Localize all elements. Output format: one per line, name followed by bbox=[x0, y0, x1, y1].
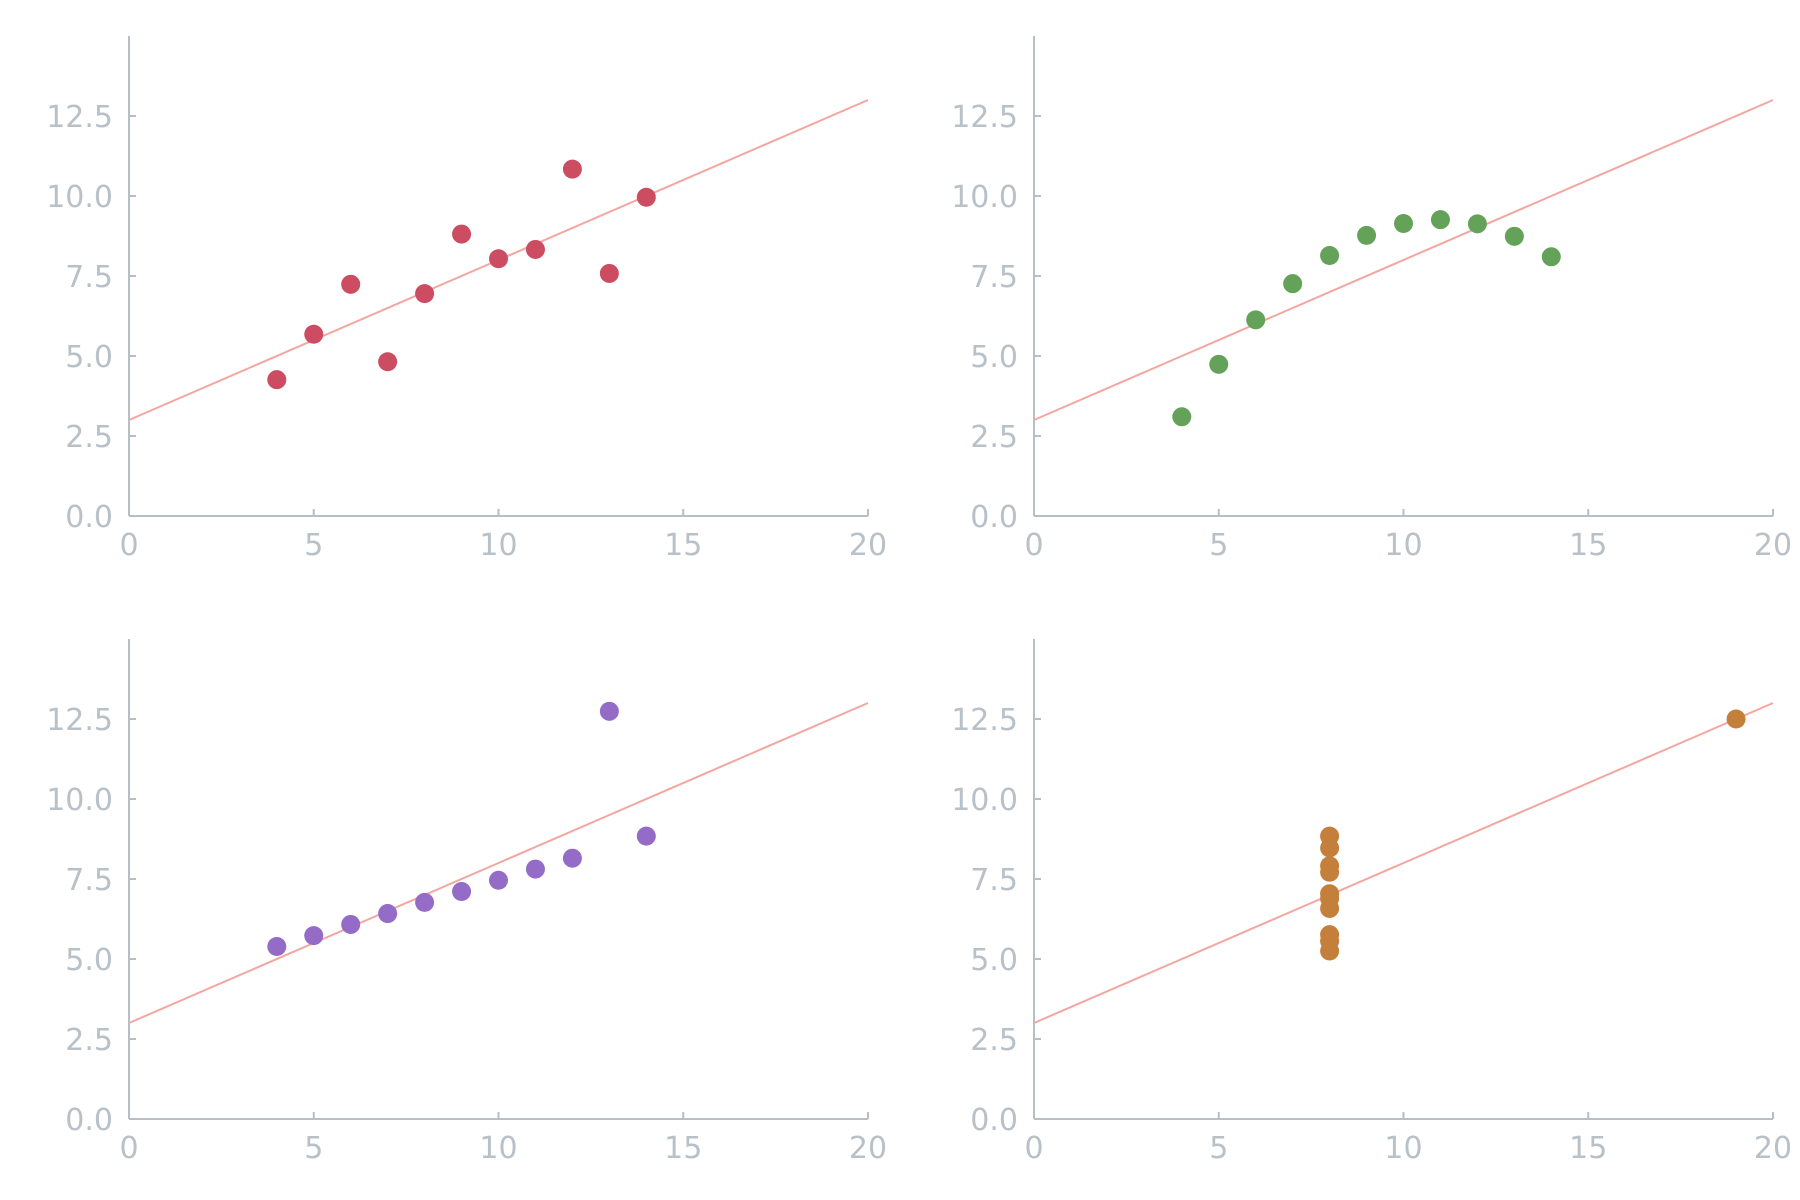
x-tick-label: 10 bbox=[1384, 1131, 1422, 1166]
data-point bbox=[1726, 709, 1746, 729]
data-point bbox=[636, 826, 656, 846]
y-tick-label: 7.5 bbox=[970, 863, 1018, 898]
data-point bbox=[267, 937, 287, 957]
x-tick-label: 0 bbox=[119, 528, 138, 563]
data-point bbox=[1320, 838, 1340, 858]
y-tick-label: 10.0 bbox=[46, 783, 113, 818]
data-point bbox=[599, 263, 619, 283]
data-point bbox=[599, 701, 619, 721]
y-tick-label: 5.0 bbox=[970, 340, 1018, 375]
data-point bbox=[415, 892, 435, 912]
y-tick-label: 12.5 bbox=[951, 100, 1018, 135]
data-point bbox=[1467, 214, 1487, 234]
x-tick-label: 5 bbox=[304, 1131, 323, 1166]
fit-line bbox=[1033, 702, 1774, 1024]
y-tick-label: 12.5 bbox=[46, 100, 113, 135]
data-point bbox=[489, 249, 508, 269]
x-tick-label: 0 bbox=[1024, 528, 1043, 563]
x-tick-label: 20 bbox=[1754, 528, 1792, 563]
data-point bbox=[1283, 274, 1303, 294]
data-point bbox=[562, 848, 582, 868]
y-tick-label: 2.5 bbox=[65, 1023, 113, 1058]
data-point bbox=[525, 859, 545, 879]
x-tick-label: 5 bbox=[1209, 1131, 1228, 1166]
data-point bbox=[304, 926, 324, 946]
data-point bbox=[304, 324, 324, 344]
data-point bbox=[378, 352, 398, 372]
x-tick-label: 20 bbox=[849, 1131, 887, 1166]
x-tick-label: 10 bbox=[479, 528, 517, 563]
x-tick-label: 0 bbox=[1024, 1131, 1043, 1166]
data-point bbox=[1320, 856, 1340, 876]
data-point bbox=[415, 284, 435, 304]
data-point bbox=[1394, 214, 1413, 234]
data-point bbox=[1504, 226, 1524, 246]
data-point bbox=[1209, 354, 1229, 374]
y-tick-label: 2.5 bbox=[970, 1023, 1018, 1058]
x-tick-label: 10 bbox=[1384, 528, 1422, 563]
data-point bbox=[1320, 246, 1340, 266]
y-tick-label: 12.5 bbox=[46, 703, 113, 738]
y-tick-label: 10.0 bbox=[951, 180, 1018, 215]
data-point bbox=[525, 239, 545, 259]
data-point bbox=[1172, 407, 1192, 427]
x-tick-label: 5 bbox=[1209, 528, 1228, 563]
y-tick-label: 2.5 bbox=[65, 420, 113, 455]
x-tick-label: 5 bbox=[304, 528, 323, 563]
y-tick-label: 0.0 bbox=[65, 1103, 113, 1138]
y-tick-label: 2.5 bbox=[970, 420, 1018, 455]
y-tick-label: 0.0 bbox=[970, 500, 1018, 535]
x-tick-label: 20 bbox=[1754, 1131, 1792, 1166]
x-tick-label: 0 bbox=[119, 1131, 138, 1166]
data-point bbox=[1541, 247, 1561, 267]
x-tick-label: 15 bbox=[664, 528, 702, 563]
y-tick-label: 0.0 bbox=[65, 500, 113, 535]
y-tick-label: 7.5 bbox=[65, 863, 113, 898]
y-tick-label: 10.0 bbox=[46, 180, 113, 215]
x-tick-label: 15 bbox=[1569, 1131, 1607, 1166]
y-tick-label: 0.0 bbox=[970, 1103, 1018, 1138]
y-tick-label: 7.5 bbox=[970, 260, 1018, 295]
chart-panel-4: 0.0 2.5 5.0 7.5 10.0 12.5 0 5 10 15 20 bbox=[951, 639, 1792, 1166]
y-tick-label: 5.0 bbox=[970, 943, 1018, 978]
data-point bbox=[341, 914, 361, 934]
x-tick-label: 15 bbox=[664, 1131, 702, 1166]
data-point bbox=[452, 224, 472, 244]
y-tick-label: 10.0 bbox=[951, 783, 1018, 818]
data-point bbox=[452, 881, 472, 901]
data-point bbox=[636, 187, 656, 207]
y-tick-label: 12.5 bbox=[951, 703, 1018, 738]
data-point bbox=[1320, 889, 1340, 909]
chart-panel-1: 0.0 2.5 5.0 7.5 10.0 12.5 0 5 10 15 20 bbox=[46, 36, 887, 563]
data-point bbox=[378, 904, 398, 924]
x-tick-label: 20 bbox=[849, 528, 887, 563]
data-point bbox=[562, 159, 582, 179]
data-point bbox=[1430, 210, 1450, 230]
x-tick-label: 10 bbox=[479, 1131, 517, 1166]
data-point bbox=[1246, 310, 1266, 330]
y-tick-label: 5.0 bbox=[65, 943, 113, 978]
y-tick-label: 5.0 bbox=[65, 340, 113, 375]
y-tick-label: 7.5 bbox=[65, 260, 113, 295]
fit-line bbox=[128, 702, 869, 1024]
data-point bbox=[341, 274, 361, 294]
data-point bbox=[489, 870, 508, 890]
chart-panel-2: 0.0 2.5 5.0 7.5 10.0 12.5 0 5 10 15 20 bbox=[951, 36, 1792, 563]
fit-line bbox=[1033, 99, 1774, 421]
x-tick-label: 15 bbox=[1569, 528, 1607, 563]
data-point bbox=[267, 370, 287, 390]
data-point bbox=[1357, 225, 1377, 245]
data-point bbox=[1320, 931, 1340, 951]
chart-panel-3: 0.0 2.5 5.0 7.5 10.0 12.5 0 5 10 15 20 bbox=[46, 639, 887, 1166]
